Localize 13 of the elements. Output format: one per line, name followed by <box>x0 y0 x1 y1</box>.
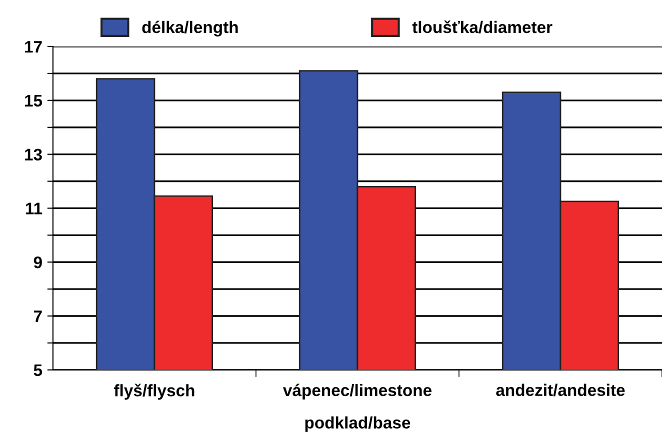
x-tick-label: vápenec/limestone <box>282 384 432 400</box>
legend-label: tloušťka/diameter <box>412 20 552 34</box>
y-tick-label: 5 <box>34 364 42 376</box>
y-tick-label: 7 <box>34 310 42 322</box>
y-tick-label: 17 <box>25 41 42 53</box>
legend-label: délka/length <box>142 20 238 37</box>
x-axis-title: podklad/base <box>305 416 410 432</box>
y-tick-label: 9 <box>34 256 42 268</box>
x-tick-label: flyš/flysch <box>114 384 194 400</box>
y-tick-label: 15 <box>25 94 42 107</box>
y-tick-label: 13 <box>25 148 42 161</box>
y-tick-label: 11 <box>26 202 42 214</box>
x-tick-label: andezit/andesite <box>496 384 625 396</box>
